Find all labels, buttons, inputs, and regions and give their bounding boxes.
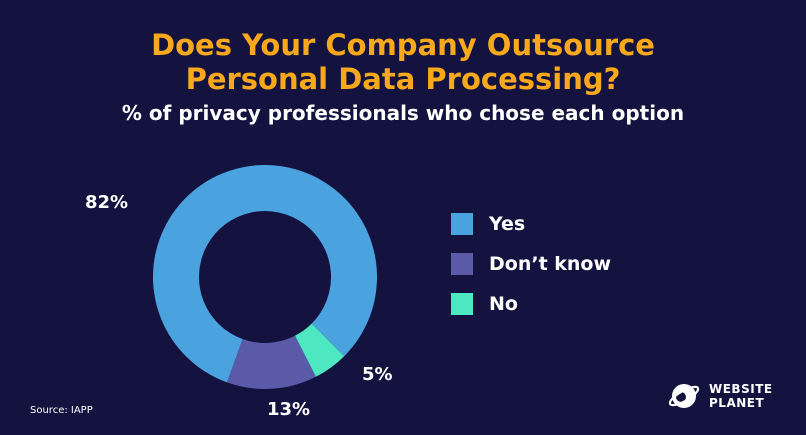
logo-text-line-1: WEBSITE (709, 382, 773, 396)
chart-subtitle: % of privacy professionals who chose eac… (121, 101, 685, 125)
logo-text: WEBSITE PLANET (709, 382, 773, 410)
chart-title-line-2: Personal Data Processing? (185, 62, 621, 96)
data-label-no: 5% (362, 364, 393, 385)
logo-text-line-2: PLANET (709, 396, 765, 410)
website-planet-logo: WEBSITE PLANET (667, 379, 773, 413)
chart-title: Does Your Company Outsource Personal Dat… (0, 28, 806, 96)
legend-item-dont-know: Don’t know (451, 250, 611, 278)
donut-slice-dont-know (227, 335, 316, 389)
source-note: Source: IAPP (30, 405, 93, 416)
donut-slice-no (294, 323, 345, 377)
data-label-dont-know: 13% (267, 399, 311, 420)
legend-swatch-yes (451, 213, 473, 235)
legend-label-dont-know: Don’t know (489, 253, 612, 275)
chart-title-line-1: Does Your Company Outsource (151, 28, 655, 62)
legend-label-no: No (489, 293, 518, 315)
legend-item-yes: Yes (451, 210, 611, 238)
legend-swatch-dont-know (451, 253, 473, 275)
legend-swatch-no (451, 293, 473, 315)
data-label-yes: 82% (85, 192, 129, 213)
donut-slice-yes (153, 165, 377, 383)
legend-label-yes: Yes (489, 213, 526, 235)
planet-icon (668, 384, 700, 408)
legend-item-no: No (451, 290, 611, 318)
legend: Yes Don’t know No (451, 210, 611, 330)
